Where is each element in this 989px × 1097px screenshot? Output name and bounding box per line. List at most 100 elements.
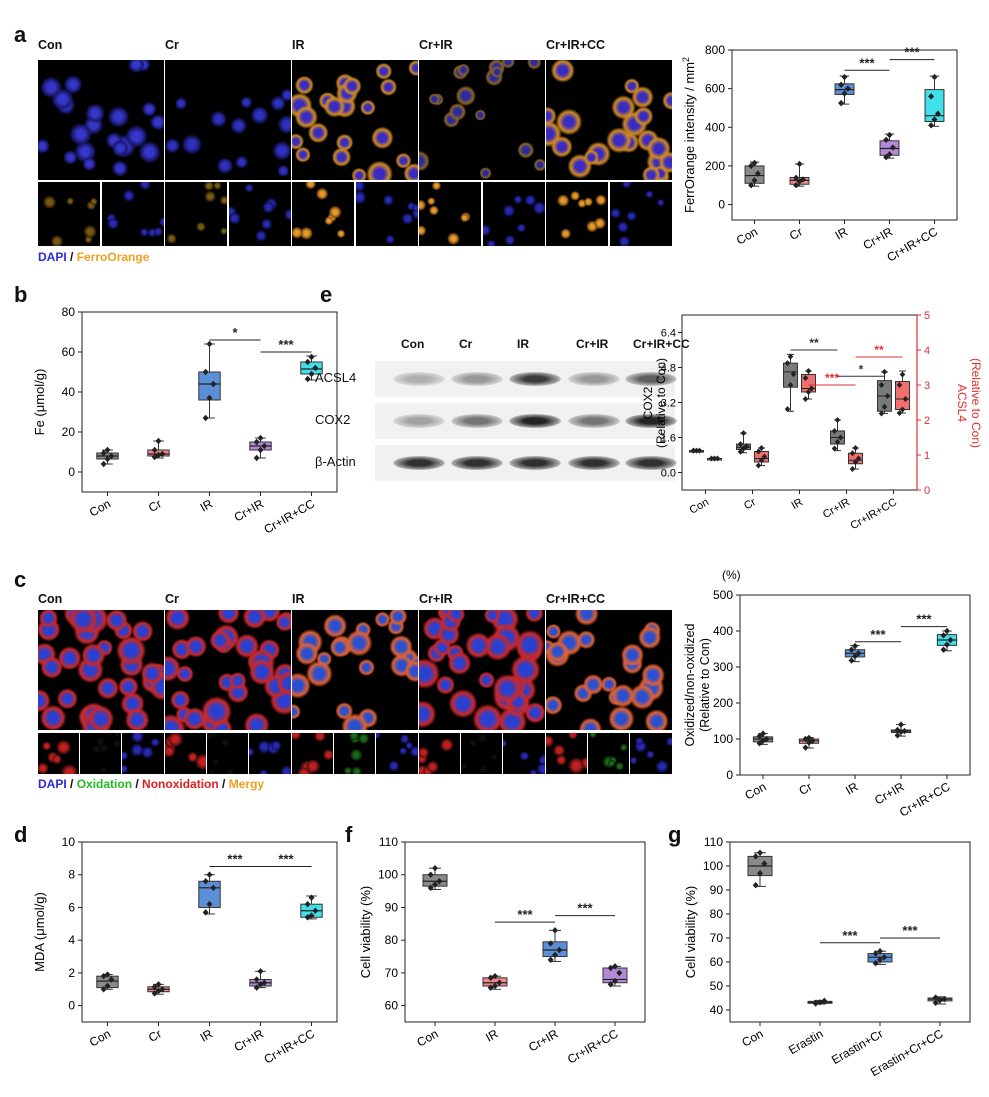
legend-sep: / <box>66 250 77 264</box>
x-tick-label: IR <box>483 1026 501 1044</box>
data-point <box>308 353 315 361</box>
significance-label: ** <box>809 336 819 350</box>
panel-label-e: e <box>320 282 333 307</box>
data-point <box>696 447 703 454</box>
y-tick-label: 200 <box>713 696 733 710</box>
y-tick-label: 300 <box>713 660 733 674</box>
y-axis-label: FerrOrange intensity / mm2 <box>681 57 697 213</box>
micrograph-a-dapi-2 <box>229 182 291 246</box>
y-axis-label-left: COX2 <box>641 386 655 419</box>
blot-band <box>451 456 503 470</box>
data-point <box>740 430 747 437</box>
blot-row <box>375 445 677 481</box>
data-point <box>312 364 319 372</box>
data-point <box>432 864 438 872</box>
micrograph-c-4 <box>419 610 545 730</box>
micrograph-c-ox-2 <box>207 733 248 774</box>
data-point <box>834 417 841 423</box>
y-tick-label: 0.0 <box>661 468 676 480</box>
box-Con <box>96 446 119 468</box>
data-point <box>838 99 845 107</box>
y-tick-label-right: 4 <box>924 345 930 357</box>
panel-label-g: g <box>668 822 682 847</box>
data-point <box>257 446 264 454</box>
y-tick-label: 40 <box>62 385 76 399</box>
box-IR <box>198 340 221 422</box>
data-point <box>899 371 906 378</box>
y-tick-label: 100 <box>703 859 723 873</box>
x-tick-label: Cr <box>146 1026 164 1044</box>
data-point <box>848 657 855 664</box>
box-acsl4-Con <box>707 455 722 462</box>
y-tick-label: 70 <box>385 966 399 980</box>
box-cox2-IR <box>783 353 798 413</box>
significance-label: *** <box>916 612 932 627</box>
x-tick-label: Cr+IR+CC <box>884 224 940 264</box>
data-point <box>802 735 809 743</box>
y-axis-label-right-sub: (Relative to Con) <box>969 358 983 448</box>
x-tick-label: Con <box>742 779 768 802</box>
column-label: Cr+IR+CC <box>546 38 606 52</box>
box-IR <box>844 642 866 664</box>
data-point <box>308 894 315 901</box>
blot-row <box>375 361 677 397</box>
x-tick-label: Cr+IR+CC <box>565 1026 621 1066</box>
data-point <box>304 375 311 383</box>
legend-a: DAPI / FerroOrange <box>38 250 149 264</box>
y-tick-label: 600 <box>705 82 725 96</box>
micrograph-c-nonox-4 <box>419 733 460 774</box>
data-point <box>261 979 268 986</box>
box-Con <box>752 730 774 747</box>
chart-cell-viability-f: 60 70 80 90 100 110 Con IR Cr+IR Cr+IR+CC *** *** Ce… <box>358 835 646 1067</box>
data-point <box>304 358 311 366</box>
blot-row-label: β-Actin <box>315 454 356 469</box>
data-point <box>812 1000 819 1007</box>
data-point <box>894 726 901 734</box>
x-tick-label: Con <box>739 1026 765 1049</box>
y-axis-label: MDA (μmol/g) <box>32 892 47 972</box>
box-Cr+IR+CC <box>602 963 628 988</box>
micrograph-c-1 <box>38 610 164 730</box>
x-tick-label: Cr <box>146 496 164 514</box>
data-point <box>155 437 162 445</box>
y-tick-label: 10 <box>62 835 76 849</box>
micrograph-c-3 <box>292 610 418 730</box>
micrograph-a-dapi-1 <box>102 182 164 246</box>
data-point <box>552 927 558 934</box>
micrograph-a-3 <box>292 60 418 180</box>
data-point <box>151 990 158 997</box>
x-tick-label: Cr+IR+CC <box>897 779 953 819</box>
data-point <box>100 460 107 468</box>
data-point <box>253 454 260 462</box>
data-point <box>883 136 890 144</box>
data-point <box>155 981 162 988</box>
y-tick-label: 500 <box>713 588 733 602</box>
blot-column-label: Cr+IR <box>576 337 609 351</box>
y-tick-label: 80 <box>385 933 399 947</box>
data-point <box>763 735 770 743</box>
x-tick-label: Cr+IR+CC <box>261 496 317 536</box>
plot-frame <box>404 841 646 1023</box>
column-label: IR <box>292 592 305 606</box>
micrograph-c-dapi-3 <box>376 733 418 774</box>
micrograph-a-ferro-4 <box>419 182 481 246</box>
significance-label: *** <box>278 852 294 867</box>
micrograph-c-nonox-2 <box>165 733 206 774</box>
micrograph-a-dapi-3 <box>356 182 418 246</box>
legend-dapi: DAPI <box>38 250 67 264</box>
y-tick-label: 70 <box>710 931 724 945</box>
blot-column-label: Cr <box>459 337 473 351</box>
data-point <box>889 144 896 151</box>
box-Erastin+Cr <box>867 948 893 967</box>
micrograph-a-4 <box>419 60 545 180</box>
y-tick-label: 40 <box>710 1003 724 1017</box>
significance-label: *** <box>870 627 886 642</box>
column-label: Cr+IR <box>419 592 453 606</box>
data-point <box>802 744 809 751</box>
y-tick-label: 6.4 <box>661 328 676 340</box>
legend-oxidation: Oxidation <box>76 777 133 791</box>
y-tick-label-right: 5 <box>924 310 930 322</box>
data-point <box>841 90 848 97</box>
y-tick-label-right: 3 <box>924 380 930 392</box>
